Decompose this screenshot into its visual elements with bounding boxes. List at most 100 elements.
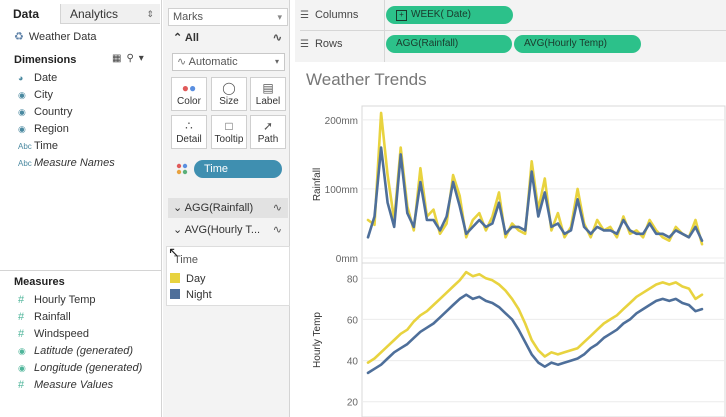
field-item[interactable]: ◉ Latitude (generated) — [18, 343, 133, 360]
series-line-night — [366, 146, 704, 242]
tab-analytics-label: Analytics — [70, 7, 119, 21]
legend-item-day[interactable]: Day — [170, 272, 206, 286]
abc-icon: Abc — [18, 142, 32, 151]
detail-icon: ∴ — [185, 119, 193, 133]
chevron-down-icon[interactable]: ▾ — [138, 53, 149, 64]
hash-icon: # — [18, 294, 25, 306]
line-mark-icon: ∿ — [272, 224, 282, 236]
field-label: City — [34, 89, 53, 101]
field-label: Measure Values — [34, 379, 114, 391]
search-icon[interactable]: ⚲ — [126, 53, 139, 64]
color-button[interactable]: ●● Color — [171, 77, 207, 111]
globe-icon: ◉ — [18, 363, 26, 373]
field-item[interactable]: Abc Time — [18, 138, 58, 155]
tooltip-label: Tooltip — [214, 134, 244, 145]
tab-analytics[interactable]: Analytics ⇕ — [60, 4, 160, 24]
path-icon: ➚ — [262, 119, 274, 133]
dimensions-header: Dimensions — [14, 54, 77, 66]
path-label: Path — [257, 134, 279, 145]
detail-button[interactable]: ∴ Detail — [171, 115, 207, 149]
data-source[interactable]: ♻ Weather Data — [14, 30, 97, 43]
field-item[interactable]: # Rainfall — [18, 309, 71, 326]
label-label: Label — [255, 96, 281, 107]
field-label: Region — [34, 123, 69, 135]
field-label: Time — [34, 140, 59, 152]
list-view-icon[interactable]: ▦ — [112, 53, 127, 64]
detail-label: Detail — [176, 134, 202, 145]
shelf-divider — [384, 0, 385, 62]
marks-rainfall-label: AGG(Rainfall) — [184, 202, 254, 214]
tab-data[interactable]: Data — [0, 4, 60, 24]
hash-icon: # — [18, 379, 25, 391]
expand-plus-icon[interactable]: + — [396, 10, 407, 21]
y-tick-label: 40 — [347, 357, 359, 368]
globe-icon: ◉ — [18, 124, 26, 134]
field-item[interactable]: ◉ Region — [18, 121, 69, 138]
columns-shelf-label: ☰ Columns — [300, 5, 358, 25]
chevron-updown-icon[interactable]: ⇕ — [146, 9, 154, 19]
text-icon: ▤ — [262, 81, 274, 95]
mark-type-value: Automatic — [188, 56, 238, 68]
y-tick-label: 0mm — [336, 254, 358, 265]
legend-day-label: Day — [186, 273, 206, 285]
color-label: Color — [177, 96, 201, 107]
y-axis-title: Rainfall — [312, 168, 323, 201]
marks-all-label: All — [184, 32, 199, 44]
marks-card-hourly-temp[interactable]: ⌄ AVG(Hourly T... ∿ — [168, 220, 288, 240]
y-tick-label: 200mm — [325, 116, 358, 127]
hash-icon: # — [18, 328, 25, 340]
rows-pill-hourly-temp[interactable]: AVG(Hourly Temp) — [514, 35, 641, 53]
time-color-pill[interactable]: Time — [194, 160, 282, 178]
measures-header: Measures — [14, 276, 65, 288]
marks-card-all[interactable]: ⌃ All ∿ — [168, 28, 288, 48]
field-label: Windspeed — [34, 328, 90, 340]
rows-pill-rainfall[interactable]: AGG(Rainfall) — [386, 35, 512, 53]
field-item[interactable]: ◉ Country — [18, 104, 73, 121]
database-icon: ♻ — [14, 31, 24, 43]
label-button[interactable]: ▤ Label — [250, 77, 286, 111]
expand-icon: ⌄ — [173, 202, 183, 214]
series-line-day — [366, 111, 704, 246]
field-item[interactable]: ◕ Date — [18, 70, 57, 87]
field-item[interactable]: ◉ City — [18, 87, 53, 104]
field-label: Hourly Temp — [34, 294, 96, 306]
series-line-day — [366, 270, 704, 364]
legend-item-night[interactable]: Night — [170, 288, 212, 302]
field-item[interactable]: # Measure Values — [18, 377, 113, 394]
legend-night-label: Night — [186, 289, 212, 301]
globe-icon: ◉ — [18, 107, 26, 117]
marks-header[interactable]: Marks ▾ — [168, 8, 288, 26]
weather-chart[interactable]: 0mm 100mm 200mm Rainfall 20 40 60 80 Hourly Temp — [296, 96, 726, 417]
mark-type-select[interactable]: ∿ Automatic ▾ — [172, 53, 285, 71]
series-line-night — [366, 293, 704, 375]
field-item[interactable]: # Hourly Temp — [18, 292, 96, 309]
y-axis-title: Hourly Temp — [312, 312, 323, 368]
y-tick-label: 60 — [347, 315, 359, 326]
pane-divider[interactable] — [0, 270, 161, 271]
field-item[interactable]: ◉ Longitude (generated) — [18, 360, 142, 377]
color-dots-icon — [176, 163, 188, 175]
cursor-icon: ↖ — [168, 244, 180, 260]
path-button[interactable]: ➚ Path — [250, 115, 286, 149]
chevron-down-icon: ▾ — [274, 57, 279, 66]
rows-label-text: Rows — [314, 38, 343, 50]
tooltip-icon: □ — [225, 119, 233, 133]
tooltip-button[interactable]: □ Tooltip — [211, 115, 247, 149]
abc-icon: Abc — [18, 159, 32, 168]
legend-title: Time — [174, 254, 199, 266]
color-legend — [166, 246, 290, 306]
swatch-night — [170, 289, 180, 299]
color-icon: ●● — [181, 81, 197, 95]
field-item[interactable]: # Windspeed — [18, 326, 89, 343]
field-item[interactable]: Abc Measure Names — [18, 155, 115, 172]
marks-card-rainfall[interactable]: ⌄ AGG(Rainfall) ∿ — [168, 198, 288, 218]
columns-pill-week-date[interactable]: + WEEK( Date) — [386, 6, 513, 24]
shelf-separator — [300, 30, 726, 31]
field-label: Latitude (generated) — [34, 345, 134, 357]
size-button[interactable]: ◯ Size — [211, 77, 247, 111]
field-label: Longitude (generated) — [34, 362, 143, 374]
chevron-down-icon[interactable]: ▾ — [277, 12, 282, 22]
columns-icon: ☰ — [300, 10, 309, 21]
rows-shelf-label: ☰ Rows — [300, 34, 342, 54]
line-mark-icon: ∿ — [177, 56, 187, 68]
